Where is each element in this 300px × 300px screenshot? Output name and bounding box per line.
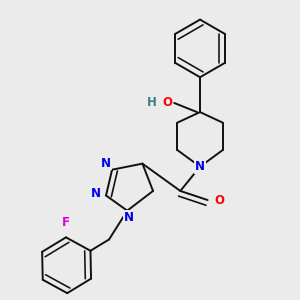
Text: H: H — [147, 97, 157, 110]
Text: N: N — [91, 188, 101, 200]
Text: O: O — [214, 194, 224, 206]
Text: N: N — [195, 160, 205, 173]
Text: N: N — [101, 157, 111, 169]
Text: F: F — [62, 216, 70, 229]
Text: N: N — [124, 211, 134, 224]
Text: O: O — [162, 97, 172, 110]
